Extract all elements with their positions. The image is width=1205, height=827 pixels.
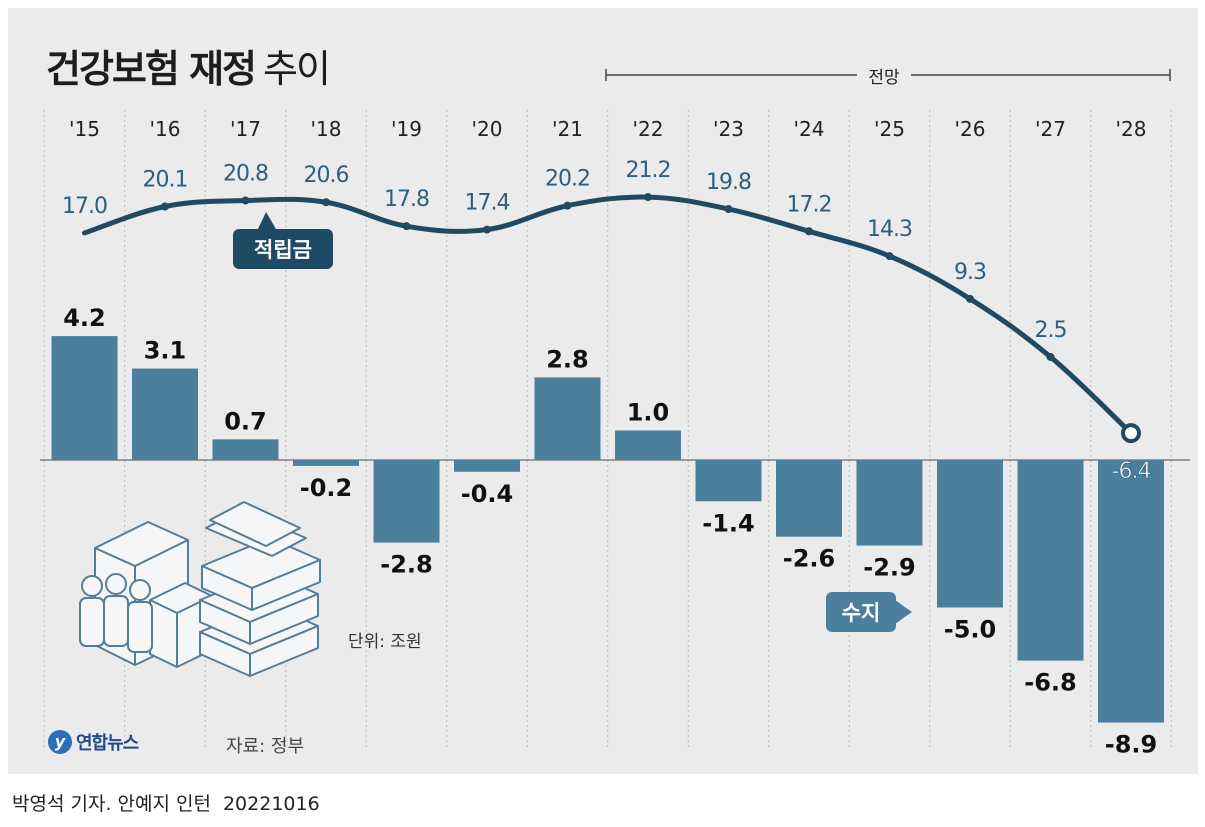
reserve-point — [241, 196, 250, 205]
bar — [1017, 460, 1084, 661]
byline: 박영석 기자. 안예지 인턴 20221016 — [12, 789, 320, 816]
x-tick-label: '20 — [472, 117, 503, 141]
x-tick-label: '22 — [633, 117, 664, 141]
x-tick-label: '27 — [1035, 117, 1066, 141]
bar — [132, 368, 198, 460]
x-tick-label: '17 — [230, 117, 261, 141]
line-layer — [82, 193, 1141, 444]
reserve-point — [1046, 352, 1055, 361]
legend-reserve-label: 적립금 — [254, 238, 312, 262]
x-tick-label: '24 — [794, 117, 825, 141]
reserve-value-label: -6.4 — [1112, 459, 1151, 484]
bars-layer — [51, 336, 1164, 723]
bar — [212, 439, 279, 460]
bar-value-label: 3.1 — [144, 337, 187, 365]
legend-balance-callout: 수지 — [826, 592, 912, 632]
bar-value-label: -2.6 — [783, 545, 835, 573]
bar — [51, 336, 118, 460]
bar-value-label: 4.2 — [63, 304, 106, 332]
forecast-bracket: 전망 — [605, 62, 1171, 88]
x-tick-label: '16 — [150, 117, 181, 141]
x-tick-label: '25 — [874, 117, 905, 141]
reserve-point — [563, 201, 572, 210]
reserve-value-label: 17.2 — [787, 192, 832, 217]
reserve-value-label: 20.2 — [545, 167, 590, 192]
x-tick-label: '21 — [552, 117, 583, 141]
reserve-point — [402, 222, 411, 231]
title-light: 추이 — [263, 47, 331, 91]
reserve-point — [1121, 423, 1141, 444]
bar — [1098, 460, 1164, 723]
bar-value-label: 0.7 — [224, 407, 267, 435]
legend-reserve-callout: 적립금 — [233, 212, 333, 269]
forecast-label: 전망 — [868, 68, 900, 88]
unit-label: 단위: 조원 — [348, 632, 422, 652]
bar — [776, 460, 842, 537]
reserve-point — [322, 198, 330, 207]
chart-title: 건강보험 재정 추이 — [46, 38, 331, 93]
x-tick-label: '28 — [1116, 117, 1147, 141]
reserve-point — [644, 193, 652, 202]
reserve-point — [885, 252, 894, 261]
reserve-value-label: 19.8 — [706, 170, 751, 195]
byline-authors: 박영석 기자. 안예지 인턴 — [12, 793, 211, 815]
reserve-value-label: 2.5 — [1035, 318, 1067, 343]
reserve-value-label: 20.6 — [304, 163, 349, 188]
bar-value-label: -1.4 — [702, 509, 754, 537]
bar-value-label: -0.4 — [461, 480, 513, 508]
reserve-point — [966, 294, 974, 303]
x-tick-label: '18 — [311, 117, 342, 141]
reserve-value-label: 20.8 — [223, 162, 268, 187]
bar — [373, 460, 440, 543]
reserve-point — [161, 202, 169, 211]
reserve-value-label: 14.3 — [867, 217, 912, 242]
x-tick-label: '15 — [69, 117, 100, 141]
bar-value-label: -0.2 — [300, 474, 352, 502]
grid-layer — [40, 110, 1190, 750]
bar — [615, 430, 681, 460]
labels-layer: '15 '16 '17 '18 '19 '20 '21 '22 '23 '24 '25 '26 '27 '… — [62, 117, 1157, 759]
bar — [856, 460, 923, 546]
bar-value-label: -2.9 — [863, 554, 915, 582]
reserve-point — [724, 205, 733, 214]
bar-value-label: -8.9 — [1105, 731, 1157, 759]
reserve-value-label: 20.1 — [143, 167, 188, 192]
bar-value-label: -5.0 — [944, 616, 996, 644]
publisher-logo: y 연합뉴스 — [48, 729, 139, 755]
reserve-value-label: 21.2 — [626, 158, 671, 183]
bar — [695, 460, 762, 502]
bar — [534, 377, 601, 460]
legend-balance-label: 수지 — [842, 601, 881, 625]
reserve-point — [805, 227, 813, 236]
reserve-value-label: 9.3 — [954, 260, 986, 285]
logo-text: 연합뉴스 — [76, 733, 139, 754]
bar — [454, 460, 520, 472]
reserve-point — [483, 225, 491, 234]
x-tick-label: '26 — [955, 117, 986, 141]
bar — [937, 460, 1003, 608]
reserve-value-label: 17.4 — [465, 191, 510, 216]
yonhap-logo-icon: y — [48, 730, 72, 754]
bar-value-label: -6.8 — [1024, 669, 1076, 697]
bar-value-label: 2.8 — [546, 345, 589, 373]
title-bold: 건강보험 재정 — [46, 47, 257, 91]
reserve-value-label: 17.8 — [384, 187, 429, 212]
byline-date: 20221016 — [222, 793, 320, 815]
x-tick-label: '23 — [713, 117, 744, 141]
source-label: 자료: 정부 — [226, 736, 305, 757]
bar — [293, 460, 359, 466]
bar-value-label: 1.0 — [627, 399, 670, 427]
healthcare-money-illustration — [79, 501, 321, 677]
bar-value-label: -2.8 — [380, 551, 432, 579]
reserve-value-label: 17.0 — [62, 194, 107, 219]
x-tick-label: '19 — [391, 117, 422, 141]
